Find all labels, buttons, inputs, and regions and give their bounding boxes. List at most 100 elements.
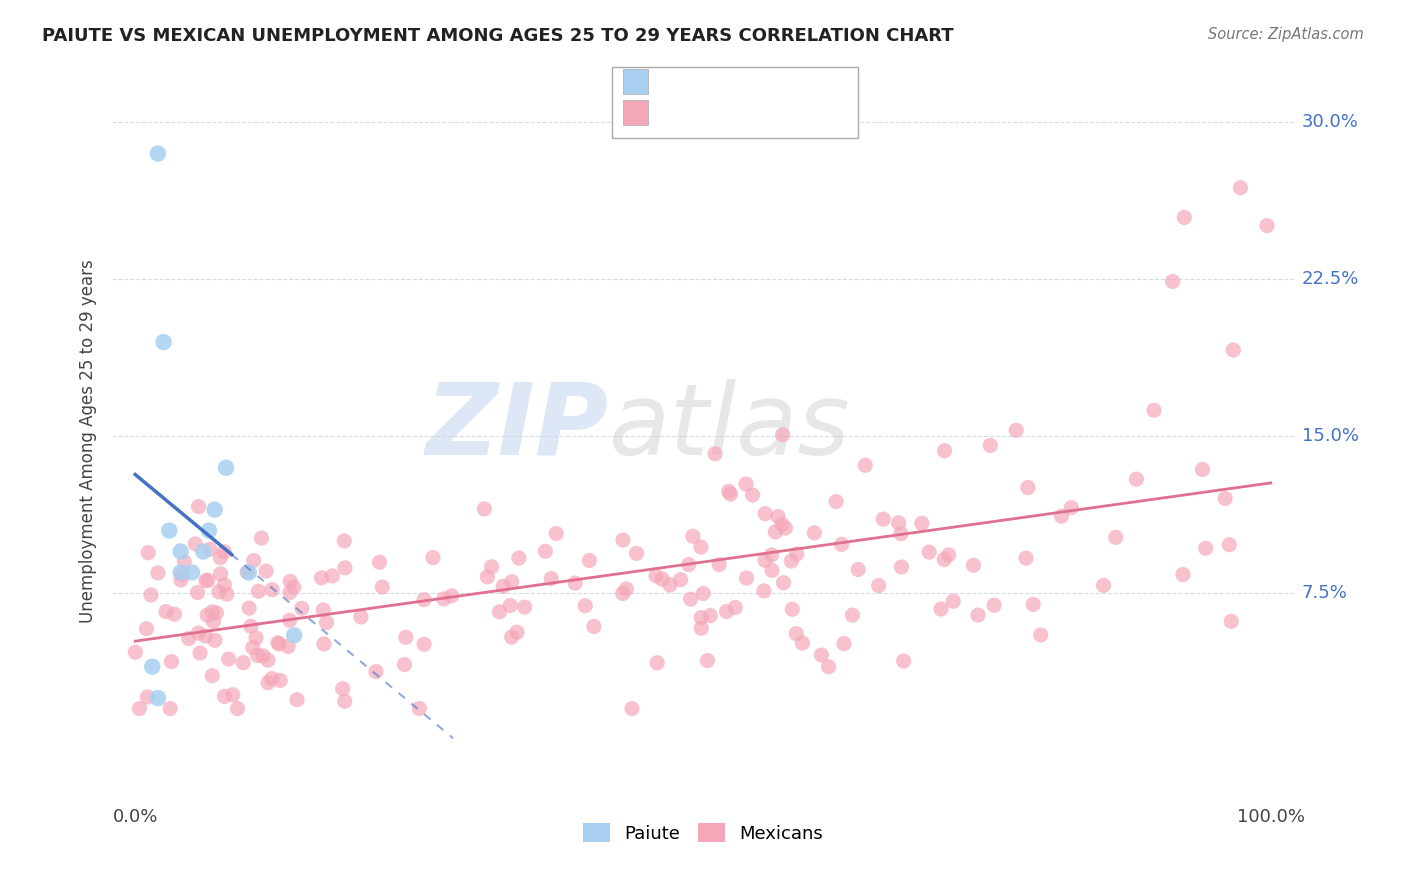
Point	[620, 701, 643, 715]
Point	[193, 544, 215, 558]
Point	[413, 592, 436, 607]
Point	[214, 578, 236, 592]
Point	[312, 603, 335, 617]
Point	[492, 579, 515, 593]
Point	[146, 146, 169, 161]
Point	[1143, 403, 1166, 417]
Point	[312, 637, 335, 651]
Point	[918, 545, 941, 559]
Point	[267, 635, 290, 649]
Point	[1222, 343, 1244, 357]
Y-axis label: Unemployment Among Ages 25 to 29 years: Unemployment Among Ages 25 to 29 years	[79, 260, 97, 624]
Point	[911, 516, 934, 531]
Text: R = 0.393   N =  12: R = 0.393 N = 12	[657, 72, 832, 90]
Point	[682, 529, 704, 543]
Point	[128, 701, 150, 715]
Point	[139, 588, 162, 602]
Point	[283, 580, 305, 594]
Point	[187, 626, 209, 640]
Point	[692, 586, 714, 600]
Point	[194, 629, 217, 643]
Point	[962, 558, 984, 573]
Point	[934, 552, 956, 566]
Text: PAIUTE VS MEXICAN UNEMPLOYMENT AMONG AGES 25 TO 29 YEARS CORRELATION CHART: PAIUTE VS MEXICAN UNEMPLOYMENT AMONG AGE…	[42, 27, 953, 45]
Point	[236, 565, 259, 579]
Point	[761, 548, 783, 562]
Point	[267, 637, 290, 651]
Point	[198, 542, 221, 557]
Point	[169, 544, 191, 558]
Point	[315, 615, 337, 630]
Point	[868, 578, 890, 592]
Point	[252, 648, 274, 663]
Text: R = 0.603   N = 197: R = 0.603 N = 197	[657, 104, 838, 122]
Point	[170, 573, 193, 587]
Point	[817, 659, 839, 673]
Point	[720, 487, 742, 501]
Point	[612, 533, 634, 547]
Point	[893, 654, 915, 668]
Point	[208, 584, 231, 599]
Point	[651, 572, 673, 586]
Point	[278, 613, 301, 627]
Point	[831, 537, 853, 551]
Point	[810, 648, 832, 662]
Point	[433, 591, 456, 606]
Point	[1173, 211, 1195, 225]
Point	[222, 688, 245, 702]
Point	[501, 574, 523, 589]
Point	[735, 477, 758, 491]
Point	[942, 594, 965, 608]
Point	[678, 558, 700, 572]
Point	[184, 537, 207, 551]
Point	[770, 517, 793, 532]
Point	[754, 553, 776, 567]
Point	[204, 633, 226, 648]
Point	[146, 691, 169, 706]
Point	[350, 610, 373, 624]
Point	[262, 582, 284, 597]
Point	[741, 488, 763, 502]
Point	[218, 652, 240, 666]
Point	[247, 584, 270, 599]
Point	[173, 555, 195, 569]
Point	[157, 524, 180, 538]
Point	[364, 665, 387, 679]
Point	[699, 608, 721, 623]
Point	[934, 443, 956, 458]
Point	[792, 636, 814, 650]
Point	[716, 605, 738, 619]
Point	[195, 608, 218, 623]
Point	[825, 494, 848, 508]
Point	[472, 502, 495, 516]
Point	[239, 619, 262, 633]
Legend: Paiute, Mexicans: Paiute, Mexicans	[574, 814, 832, 852]
Point	[1060, 500, 1083, 515]
Point	[1017, 481, 1039, 495]
Point	[782, 602, 804, 616]
Point	[846, 563, 869, 577]
Point	[283, 628, 305, 642]
Point	[155, 605, 177, 619]
Point	[696, 654, 718, 668]
Point	[477, 570, 499, 584]
Point	[735, 571, 758, 585]
Point	[395, 630, 418, 644]
Point	[1256, 219, 1278, 233]
Point	[690, 621, 713, 635]
Point	[238, 601, 260, 615]
Point	[291, 601, 314, 615]
Point	[614, 582, 637, 596]
Point	[564, 576, 586, 591]
Point	[197, 573, 219, 587]
Point	[1005, 423, 1028, 437]
Point	[209, 566, 232, 581]
Point	[707, 558, 730, 572]
Point	[245, 631, 267, 645]
Point	[717, 484, 740, 499]
Point	[626, 546, 648, 560]
Point	[215, 587, 238, 601]
Point	[1015, 551, 1038, 566]
Point	[582, 619, 605, 633]
Point	[1092, 578, 1115, 592]
